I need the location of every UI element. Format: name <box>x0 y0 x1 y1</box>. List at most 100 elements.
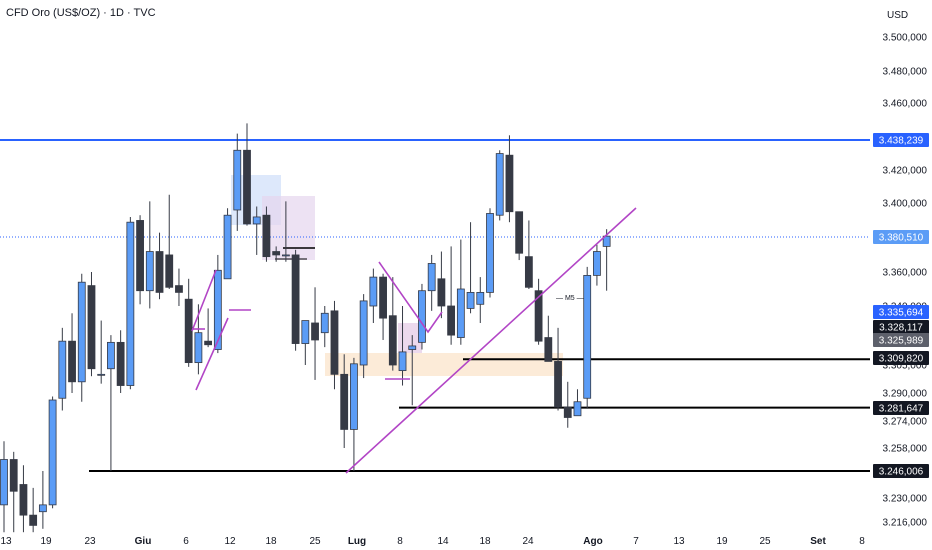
candle-body <box>408 345 417 350</box>
candle-body <box>272 251 281 256</box>
candle-body <box>38 504 47 513</box>
price-tag <box>873 464 929 478</box>
y-tick-label: 3.460,000 <box>883 99 928 110</box>
candle-body <box>243 149 251 225</box>
price-axis[interactable]: 3.500,000 3.480,000 3.460,000 3.420,000 3.40… <box>883 33 928 529</box>
y-tick-label: 3.230,000 <box>883 494 928 505</box>
x-tick-label: 8 <box>859 536 865 547</box>
price-tag <box>873 401 929 415</box>
price-tag <box>873 230 929 244</box>
candle-body <box>311 322 319 341</box>
candle-body <box>291 254 300 344</box>
m5-label: — M5 — <box>556 295 584 302</box>
candle-body <box>563 406 572 418</box>
x-tick-label: 18 <box>479 536 491 547</box>
x-tick-label: 13 <box>0 536 12 547</box>
candle-body <box>476 291 485 305</box>
x-tick-label: 13 <box>673 536 685 547</box>
price-tag <box>873 351 929 365</box>
price-tag-label: 3.281,647 <box>879 404 924 415</box>
time-axis[interactable]: 13 19 23 Giu 6 12 18 25 Lug 8 14 18 24 Ago 7 13 19 25 Set 8 <box>0 536 865 547</box>
candle-body <box>427 263 436 292</box>
candle-body <box>524 256 533 288</box>
candle-body <box>388 315 397 366</box>
candle-body <box>223 214 232 280</box>
candle-body <box>175 285 183 293</box>
candle-body <box>213 269 222 350</box>
y-tick-label: 3.420,000 <box>883 166 928 177</box>
x-tick-label: Set <box>810 536 826 547</box>
x-tick-label: 8 <box>397 536 403 547</box>
x-tick-label: 19 <box>716 536 728 547</box>
candle-body <box>281 254 290 257</box>
candle-body <box>155 251 164 293</box>
price-tag-label: 3.335,694 <box>879 308 924 319</box>
candle-body <box>29 514 38 526</box>
candle-body <box>466 291 475 309</box>
candle-body <box>48 399 57 506</box>
candle-body <box>486 213 494 293</box>
y-tick-label: 3.216,000 <box>883 518 928 529</box>
candle-body <box>301 320 310 344</box>
candle-body <box>505 154 514 213</box>
x-tick-label: Ago <box>583 536 602 547</box>
x-tick-label: Giu <box>135 536 152 547</box>
price-tag-label: 3.325,989 <box>879 336 924 347</box>
candle-body <box>554 361 562 408</box>
price-tag <box>873 133 929 147</box>
candle-body <box>593 251 601 276</box>
y-tick-label: 3.290,000 <box>883 389 928 400</box>
x-tick-label: 7 <box>633 536 639 547</box>
candle-body <box>58 340 67 399</box>
x-tick-label: 19 <box>40 536 52 547</box>
candle-body <box>116 341 125 386</box>
candle-body <box>330 310 339 375</box>
horizontal-levels <box>0 139 870 472</box>
price-tag-label: 3.246,006 <box>879 467 924 478</box>
channel-drawing <box>378 261 443 334</box>
candle-body <box>9 459 18 492</box>
candle-body <box>398 351 407 371</box>
candle-body <box>320 312 329 334</box>
candle-body <box>515 211 524 254</box>
currency-label: USD <box>887 10 908 21</box>
candle-body <box>233 149 242 211</box>
x-tick-label: 23 <box>84 536 96 547</box>
x-tick-label: 12 <box>224 536 236 547</box>
candle-body <box>87 285 96 370</box>
candlestick-series <box>0 123 611 533</box>
candle-body <box>418 290 426 343</box>
candle-body <box>369 276 378 307</box>
y-tick-label: 3.500,000 <box>883 33 928 44</box>
candle-body <box>145 251 154 292</box>
candle-body <box>437 278 446 307</box>
candle-body <box>19 484 28 516</box>
candle-body <box>359 300 368 366</box>
x-tick-label: 25 <box>759 536 771 547</box>
x-tick-label: 24 <box>522 536 534 547</box>
candle-body <box>379 276 387 319</box>
candle-body <box>126 221 135 386</box>
candle-body <box>165 254 174 288</box>
candle-body <box>184 298 193 364</box>
candle-body <box>204 340 213 346</box>
y-tick-label: 3.305,000 <box>883 361 928 372</box>
candle-body <box>583 274 592 399</box>
x-tick-label: 18 <box>265 536 277 547</box>
price-tag-label: 3.328,117 <box>879 323 923 334</box>
candle-body <box>544 337 553 362</box>
candle-body <box>495 153 504 216</box>
x-tick-label: 6 <box>183 536 189 547</box>
candle-body <box>534 290 543 342</box>
pattern-leg-2 <box>191 269 217 332</box>
candle-body <box>68 340 76 383</box>
price-tag-label: 3.309,820 <box>879 354 924 365</box>
candle-body <box>136 220 144 292</box>
price-tag <box>873 320 929 334</box>
y-tick-label: 3.360,000 <box>883 268 928 279</box>
supply-zone-purple <box>262 196 315 260</box>
price-tags: 3.438,239 3.380,510 3.335,694 3.328,117 3.32… <box>873 133 929 478</box>
x-tick-label: 25 <box>309 536 321 547</box>
